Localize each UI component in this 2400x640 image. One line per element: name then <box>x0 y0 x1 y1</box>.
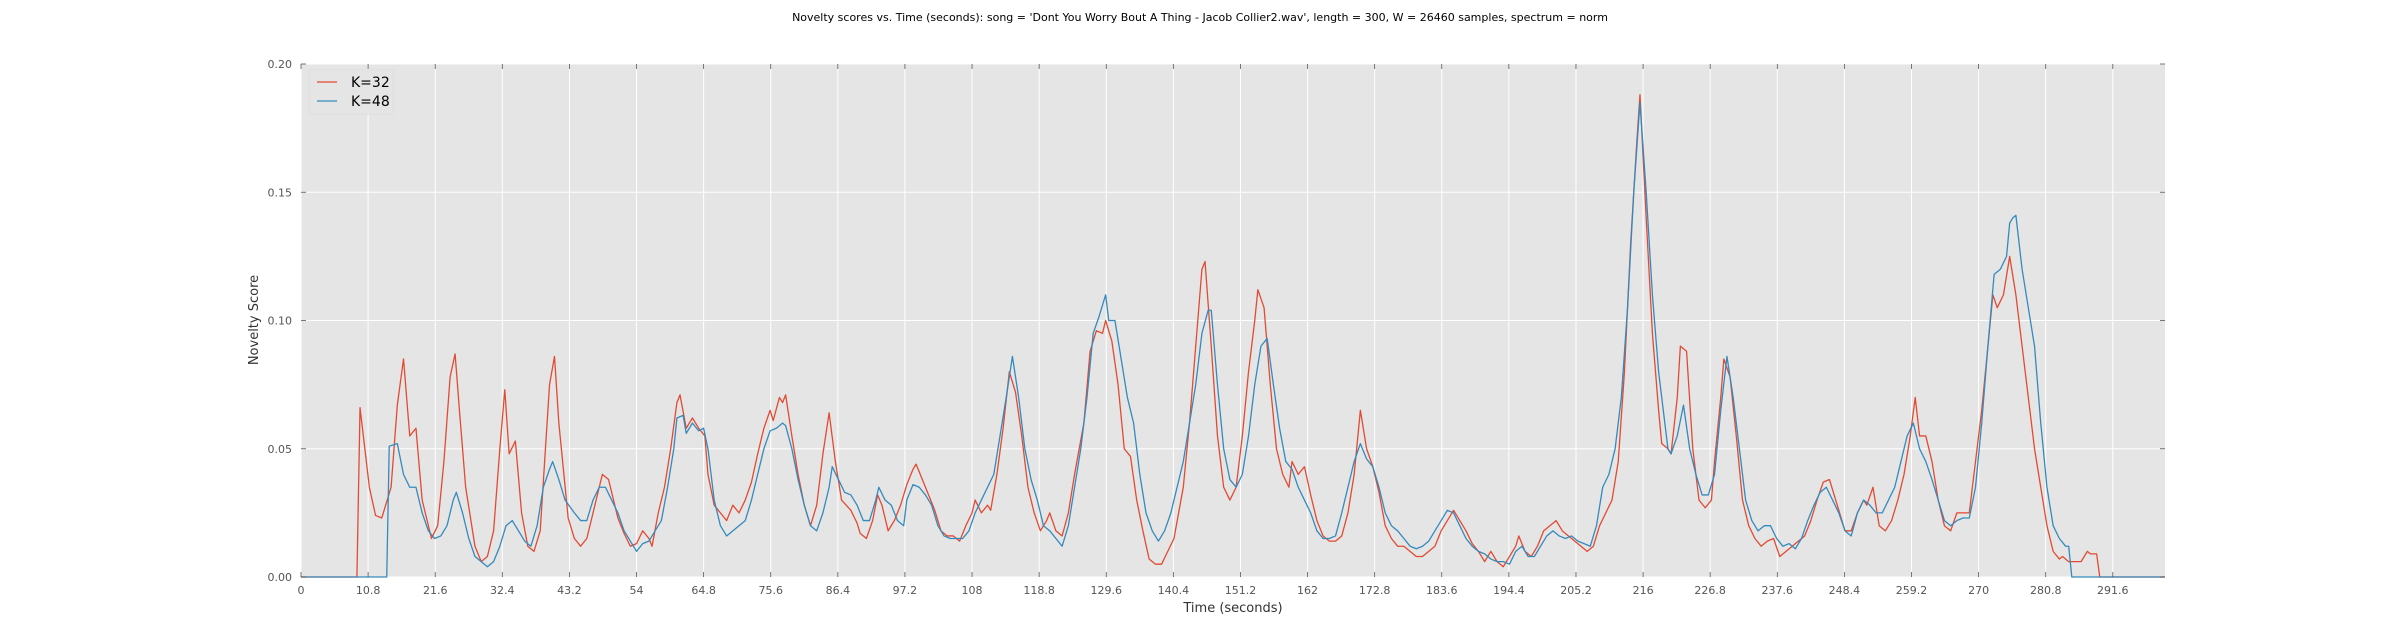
x-tick-label: 21.6 <box>423 584 448 597</box>
x-tick-label: 216 <box>1633 584 1654 597</box>
series-lines <box>301 94 2165 578</box>
x-tick-label: 183.6 <box>1426 584 1458 597</box>
x-tick-label: 291.6 <box>2097 584 2129 597</box>
x-tick-label: 280.8 <box>2030 584 2062 597</box>
x-tick-label: 32.4 <box>490 584 515 597</box>
legend-label-k48: K=48 <box>351 94 390 110</box>
series-line-k32 <box>301 94 2165 578</box>
x-tick-label: 226.8 <box>1694 584 1726 597</box>
y-tick-label: 0.15 <box>268 186 293 199</box>
x-tick-label: 205.2 <box>1560 584 1592 597</box>
x-tick-label: 259.2 <box>1896 584 1928 597</box>
x-tick-label: 194.4 <box>1493 584 1525 597</box>
x-tick-label: 270 <box>1968 584 1989 597</box>
x-axis-label: Time (seconds) <box>1182 601 1282 616</box>
x-tick-label: 64.8 <box>691 584 716 597</box>
x-tick-label: 162 <box>1297 584 1318 597</box>
y-tick-label: 0.20 <box>268 58 293 71</box>
x-tick-label: 10.8 <box>356 584 381 597</box>
y-tick-label: 0.10 <box>268 315 293 328</box>
x-tick-label: 172.8 <box>1359 584 1391 597</box>
y-tick-label: 0.00 <box>268 571 293 584</box>
axes: 0 10.8 21.6 32.4 43.2 54 64.8 75.6 86.4 97.2 108 11… <box>268 58 2165 597</box>
x-tick-label: 108 <box>962 584 983 597</box>
x-tick-label: 140.4 <box>1158 584 1190 597</box>
legend: K=32 K=48 <box>308 69 394 115</box>
legend-label-k32: K=32 <box>351 75 390 91</box>
y-axis-label: Novelty Score <box>247 275 262 365</box>
series-line-k48 <box>301 101 2165 578</box>
x-tick-label: 97.2 <box>893 584 918 597</box>
x-tick-label: 75.6 <box>758 584 783 597</box>
grid <box>300 63 2165 578</box>
y-tick-label: 0.05 <box>268 443 293 456</box>
legend-box <box>308 69 394 115</box>
chart-title: Novelty scores vs. Time (seconds): song … <box>792 11 1608 24</box>
x-tick-label: 0 <box>298 584 305 597</box>
x-tick-label: 86.4 <box>826 584 851 597</box>
x-tick-label: 129.6 <box>1090 584 1122 597</box>
x-tick-label: 151.2 <box>1225 584 1257 597</box>
x-tick-label: 118.8 <box>1023 584 1055 597</box>
x-tick-label: 237.6 <box>1762 584 1794 597</box>
x-tick-label: 54 <box>630 584 644 597</box>
x-tick-label: 43.2 <box>557 584 582 597</box>
x-tick-label: 248.4 <box>1829 584 1861 597</box>
